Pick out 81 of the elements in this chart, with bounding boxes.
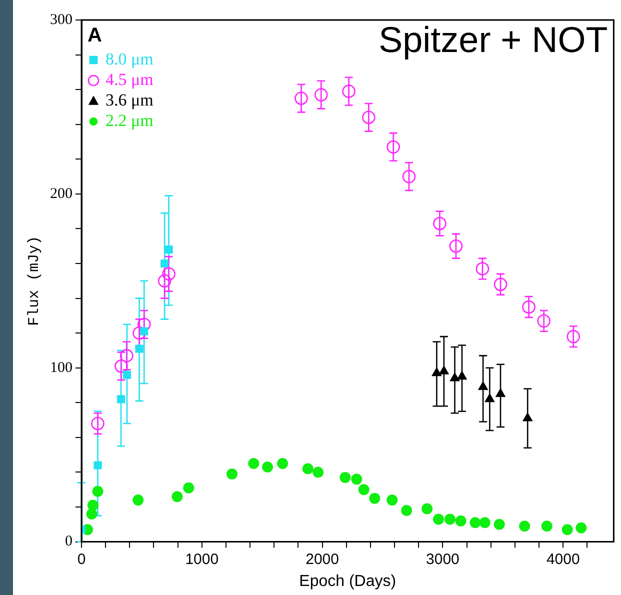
point [294,92,308,105]
point [302,463,314,474]
point [402,170,416,184]
point [86,508,98,520]
point [94,461,102,470]
point [439,366,449,374]
point [92,486,104,497]
legend-label: 2.2 μm [106,110,154,130]
point [457,371,467,380]
point [164,246,173,254]
point [386,494,398,506]
point [122,370,132,379]
point [369,492,380,504]
point [476,262,490,276]
point [566,330,580,344]
point [172,491,183,502]
point [537,314,551,328]
point [137,318,151,332]
point [401,504,412,516]
point [478,382,488,390]
point [183,482,194,494]
point [87,500,98,511]
point [522,412,532,422]
x-tick-label: 0 [77,550,86,568]
point [135,344,144,353]
point [248,458,260,470]
point [342,84,356,98]
point [160,259,169,268]
point [479,517,490,528]
point [450,372,460,382]
point [432,368,442,376]
point [120,349,134,362]
legend-label: 4.5 μm [106,70,154,89]
point [484,394,495,402]
point [312,466,324,478]
point [162,267,176,281]
y-axis-title: Flux (mJy) [26,236,43,326]
point [132,326,146,340]
point [433,514,444,525]
y-tick-label: 200 [50,186,72,202]
point [455,515,466,526]
x-tick-label: 4000 [546,550,580,568]
legend-label: 8.0 μm [106,49,154,68]
point [140,327,148,336]
x-tick-label: 3000 [426,550,460,568]
x-tick-label: 2000 [306,550,339,568]
point [519,520,530,532]
point [386,140,400,154]
point [449,239,463,253]
point [340,472,351,483]
point [444,514,456,525]
point [91,416,104,430]
point [351,474,362,485]
point [562,524,573,536]
annotation: A [88,24,102,47]
x-axis-title: Epoch (Days) [299,572,396,590]
legend-label: 3.6 μm [106,90,154,110]
point [358,484,370,496]
point [576,522,587,534]
point [433,216,446,230]
point [494,278,508,292]
point [422,503,433,514]
point [262,462,274,473]
point [494,518,505,530]
y-tick-label: 100 [50,360,72,376]
point [114,359,128,373]
y-tick-label: 0 [65,534,72,550]
point [496,388,506,397]
point [132,494,144,506]
point [362,110,376,124]
y-tick-label: 300 [50,12,72,28]
point [541,520,552,532]
point [522,300,536,314]
point [158,274,172,288]
x-tick-label: 1000 [185,550,219,568]
point [470,517,481,528]
point [116,395,126,404]
point [314,88,328,102]
chart-title: Spitzer + NOT [378,18,608,60]
point [226,468,238,480]
point [277,458,288,470]
